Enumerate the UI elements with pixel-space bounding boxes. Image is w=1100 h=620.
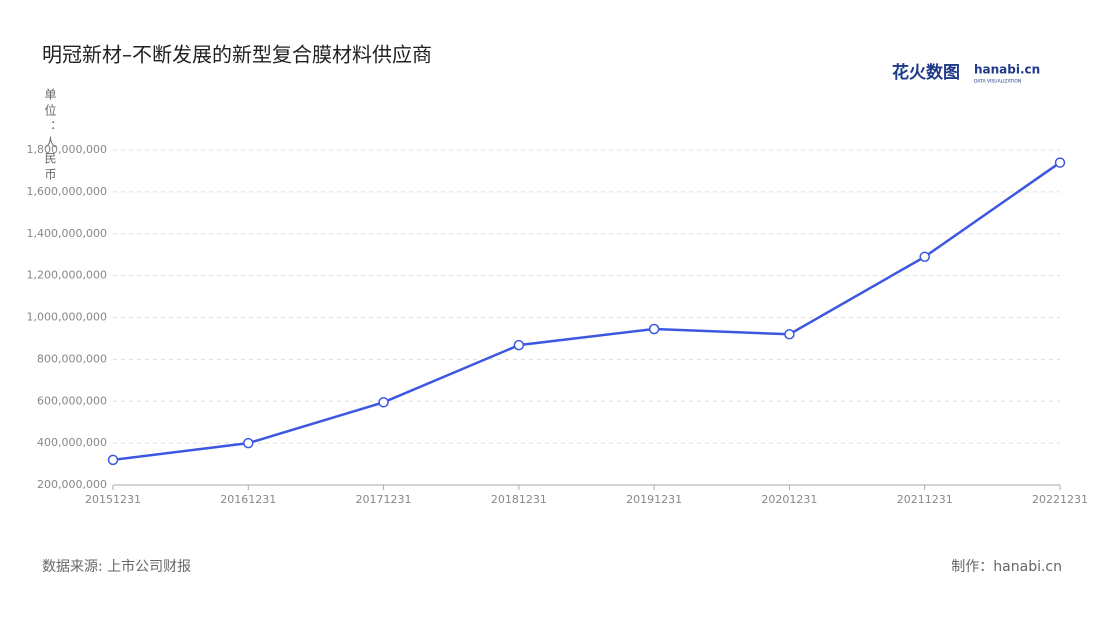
logo-tagline: DATA VISUALIZATION (974, 79, 1021, 85)
point (919, 251, 930, 263)
source: 数据来源: 上市公司财报 (42, 558, 191, 575)
x-tick-label: 20151231 (85, 493, 141, 506)
chart-title: 明冠新材–不断发展的新型复合膜材料供应商 (42, 43, 432, 67)
x-tick-label: 20171231 (356, 493, 412, 506)
logo-name: 花火数图 (892, 62, 960, 83)
x-tick-label: 20181231 (491, 493, 547, 506)
point (378, 397, 389, 408)
y-tick-label: 400,000,000 (37, 436, 107, 449)
y-tick-label: 1,000,000,000 (27, 311, 107, 324)
y-tick-label: 200,000,000 (37, 478, 107, 491)
y-tick-label: 1,200,000,000 (27, 269, 107, 282)
logo-brand: hanabi.cn (974, 63, 1040, 77)
y-tick-label: 1,400,000,000 (27, 227, 107, 240)
credit: 制作：hanabi.cn (951, 559, 1062, 575)
y-tick-label: 1,800,000,000 (27, 143, 107, 156)
x-tick-label: 20221231 (1032, 493, 1088, 506)
point (648, 323, 660, 335)
x-tick-label: 20161231 (220, 493, 276, 506)
point (243, 437, 254, 449)
x-tick-label: 20201231 (761, 493, 817, 506)
x-tick-label: 20191231 (626, 493, 682, 506)
point (784, 329, 795, 340)
point (107, 454, 119, 466)
y-tick-label: 800,000,000 (37, 352, 107, 365)
y-tick-label: 600,000,000 (37, 394, 107, 407)
line (112, 161, 1061, 462)
point (513, 339, 525, 351)
point (1054, 157, 1066, 168)
y-axis-label: 单位：人民币 (43, 88, 57, 184)
x-tick-label: 20211231 (897, 493, 953, 506)
y-tick-label: 1,600,000,000 (27, 185, 107, 198)
